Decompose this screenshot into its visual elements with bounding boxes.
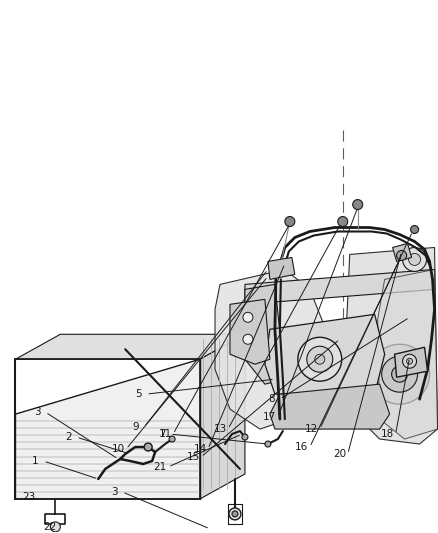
- Circle shape: [298, 337, 342, 381]
- Circle shape: [50, 522, 60, 532]
- Circle shape: [397, 251, 406, 261]
- Polygon shape: [15, 359, 200, 499]
- Polygon shape: [230, 300, 270, 364]
- Circle shape: [315, 354, 325, 364]
- Circle shape: [370, 344, 430, 404]
- Text: 7: 7: [159, 429, 166, 439]
- Text: 14: 14: [194, 444, 207, 454]
- Circle shape: [307, 346, 333, 372]
- Circle shape: [353, 199, 363, 209]
- Circle shape: [144, 443, 152, 451]
- Circle shape: [232, 511, 238, 517]
- Polygon shape: [270, 384, 390, 429]
- Text: 16: 16: [295, 442, 308, 452]
- Text: 8: 8: [268, 394, 275, 404]
- Circle shape: [169, 436, 175, 442]
- Polygon shape: [378, 269, 438, 439]
- Circle shape: [403, 247, 427, 271]
- Text: 2: 2: [65, 432, 72, 442]
- Text: 10: 10: [112, 444, 125, 454]
- Polygon shape: [392, 244, 412, 261]
- Text: 3: 3: [111, 487, 117, 497]
- Circle shape: [403, 354, 417, 368]
- Text: 5: 5: [135, 389, 141, 399]
- Text: 1: 1: [32, 456, 39, 466]
- Polygon shape: [200, 334, 245, 499]
- Text: 3: 3: [34, 407, 41, 417]
- Text: 9: 9: [133, 422, 139, 432]
- Circle shape: [242, 434, 248, 440]
- Polygon shape: [345, 247, 438, 444]
- Text: 18: 18: [381, 429, 394, 439]
- Polygon shape: [215, 269, 330, 429]
- Polygon shape: [268, 257, 295, 279]
- Circle shape: [243, 334, 253, 344]
- Circle shape: [406, 358, 413, 364]
- Polygon shape: [245, 285, 285, 384]
- Text: 15: 15: [187, 452, 200, 462]
- Polygon shape: [15, 334, 245, 359]
- Circle shape: [243, 312, 253, 322]
- Polygon shape: [395, 347, 427, 377]
- Polygon shape: [245, 269, 434, 304]
- Polygon shape: [265, 314, 385, 394]
- Text: 21: 21: [153, 462, 167, 472]
- Circle shape: [392, 366, 408, 382]
- Circle shape: [338, 216, 348, 227]
- Circle shape: [381, 356, 417, 392]
- Circle shape: [265, 441, 271, 447]
- Text: 13: 13: [213, 424, 226, 434]
- Text: 22: 22: [44, 522, 57, 532]
- Circle shape: [410, 225, 419, 233]
- Text: 23: 23: [22, 492, 35, 502]
- Text: 12: 12: [305, 424, 318, 434]
- Circle shape: [409, 254, 420, 265]
- Circle shape: [285, 216, 295, 227]
- Text: 20: 20: [333, 449, 346, 459]
- Text: 11: 11: [159, 429, 172, 439]
- Text: 17: 17: [263, 412, 276, 422]
- Circle shape: [229, 508, 241, 520]
